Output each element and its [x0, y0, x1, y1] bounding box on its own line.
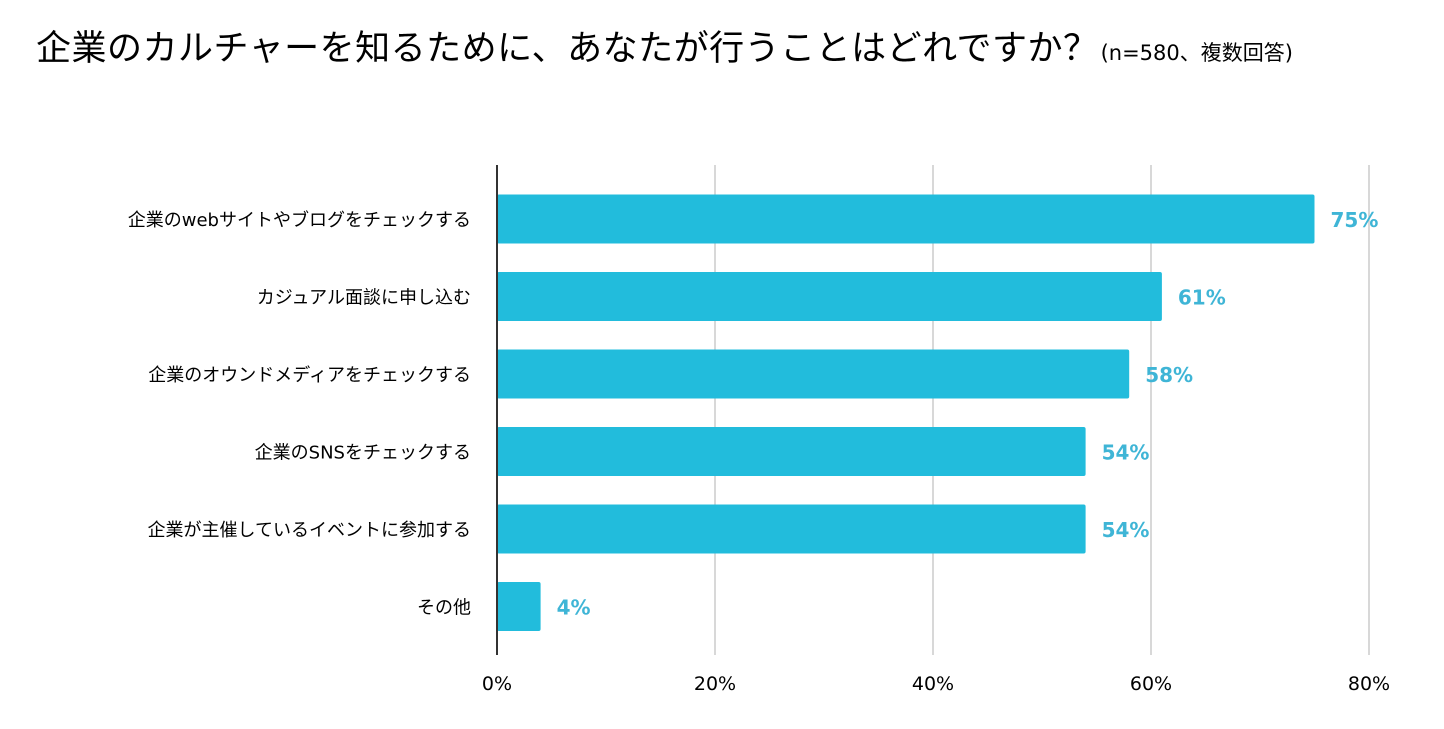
- data-label-6: 4%: [557, 596, 591, 620]
- x-tick-label-0: 0%: [482, 673, 512, 695]
- category-label-3: 企業のオウンドメディアをチェックする: [148, 365, 471, 386]
- category-label-5: 企業が主催しているイベントに参加する: [148, 520, 471, 541]
- chart-title-block: 企業のカルチャーを知るために、あなたが行うことはどれですか？(n=580、複数回…: [36, 20, 1293, 71]
- category-label-4: 企業のSNSをチェックする: [255, 443, 471, 464]
- labels: 75% 企業のwebサイトやブログをチェックする 61% カジュアル面談に申し込む 58…: [128, 208, 1390, 695]
- bar-5: [497, 504, 1086, 554]
- bar-3: [497, 349, 1130, 399]
- bar-4: [497, 427, 1086, 476]
- data-label-3: 58%: [1145, 363, 1193, 387]
- category-label-6: その他: [417, 598, 471, 619]
- x-tick-label-60: 60%: [1130, 673, 1172, 695]
- data-label-1: 75%: [1331, 208, 1379, 232]
- x-tick-label-40: 40%: [912, 673, 954, 695]
- bars: [497, 194, 1315, 631]
- bar-6: [497, 582, 541, 631]
- chart-subtitle: (n=580、複数回答): [1100, 41, 1293, 65]
- x-tick-label-80: 80%: [1348, 673, 1390, 695]
- data-label-2: 61%: [1178, 286, 1226, 310]
- gridlines: [714, 165, 1370, 655]
- data-label-4: 54%: [1102, 441, 1150, 465]
- x-tick-label-20: 20%: [694, 673, 736, 695]
- category-label-2: カジュアル面談に申し込む: [257, 288, 471, 309]
- bar-1: [497, 194, 1315, 244]
- bar-2: [497, 272, 1162, 321]
- data-label-5: 54%: [1102, 518, 1150, 542]
- chart-title: 企業のカルチャーを知るために、あなたが行うことはどれですか？: [36, 29, 1099, 69]
- category-label-1: 企業のwebサイトやブログをチェックする: [128, 209, 471, 231]
